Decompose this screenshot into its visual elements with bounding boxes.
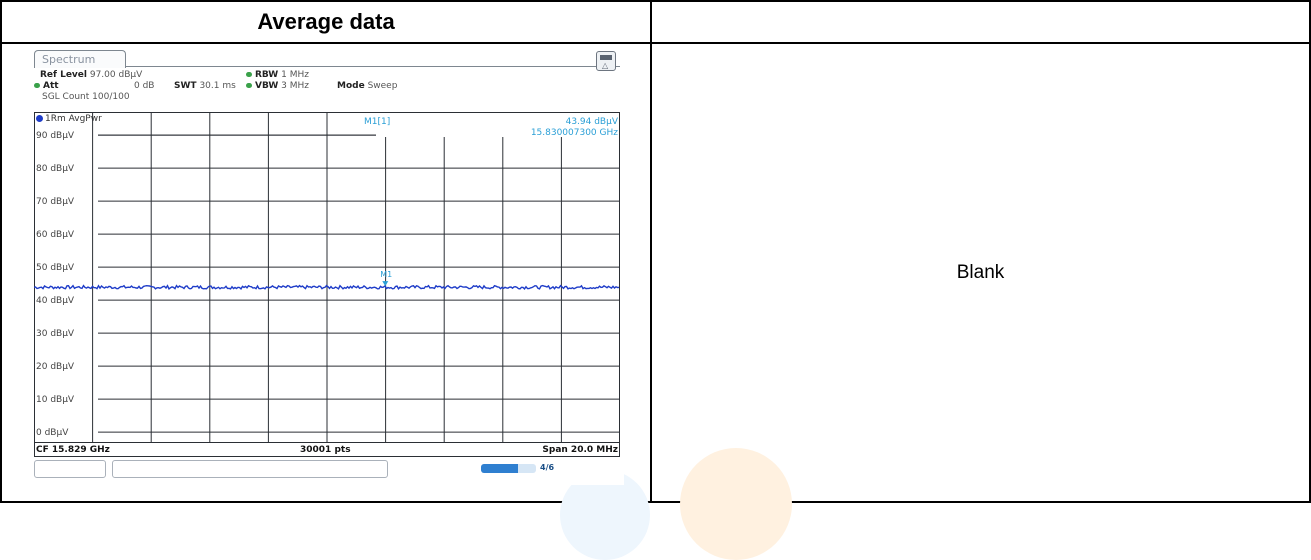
table-divider-vertical [650, 0, 652, 503]
table-border-top [0, 0, 1311, 2]
rbw-label: RBW [255, 70, 279, 80]
table-border-bottom [0, 501, 1311, 503]
sweep-progress-label: 4/6 [540, 463, 555, 472]
blank-cell-text: Blank [956, 261, 1005, 283]
vbw-info: VBW 3 MHz [246, 81, 309, 91]
marker-readout-bg [376, 113, 619, 137]
vbw-value: 3 MHz [281, 81, 309, 91]
table-border-left [0, 0, 2, 503]
header-average-data: Average data [257, 9, 395, 34]
vbw-label: VBW [255, 81, 279, 91]
sweep-progress-fill [481, 464, 518, 473]
y-tick-label: 70 dBµV [36, 197, 75, 207]
sweep-progress-bar [481, 464, 536, 473]
spectrum-analyzer-screenshot: Spectrum △ Ref Level 97.00 dBµV Att 0 dB… [34, 48, 624, 485]
att-status-icon [34, 83, 40, 88]
y-tick-label: 90 dBµV [36, 131, 75, 141]
ref-level-value: 97.00 dBµV [89, 70, 143, 80]
mode-label: Mode [337, 81, 365, 91]
att-value-info: 0 dB [134, 81, 154, 91]
sgl-count-text: SGL Count 100/100 [42, 92, 130, 102]
span-value: Span 20.0 MHz [542, 445, 618, 455]
trace-label: 1Rm AvgPwr [36, 114, 102, 124]
table-divider-horizontal [0, 42, 1311, 44]
status-box-2[interactable] [112, 460, 388, 478]
swt-value: 30.1 ms [199, 81, 236, 91]
vbw-status-icon [246, 83, 252, 88]
plot-footer: CF 15.829 GHz 30001 pts Span 20.0 MHz [34, 442, 620, 458]
ref-level-info: Ref Level 97.00 dBµV [40, 70, 142, 80]
att-label: Att [43, 81, 59, 91]
spectrum-plot: 90 dBµV 80 dBµV 70 dBµV 60 dBµV 50 dBµV 40 dB… [34, 112, 620, 442]
y-tick-label: 20 dBµV [36, 362, 75, 372]
mode-value: Sweep [367, 81, 398, 91]
swt-info: SWT 30.1 ms [174, 81, 236, 91]
tab-underline [126, 66, 620, 67]
y-tick-label: 80 dBµV [36, 164, 75, 174]
y-tick-label: 30 dBµV [36, 329, 75, 339]
marker-readout-frequency: 15.830007300 GHz [531, 128, 618, 138]
table-border-right [1309, 0, 1311, 503]
rbw-info: RBW 1 MHz [246, 70, 309, 80]
marker-m1-triangle [382, 281, 389, 287]
att-value: 0 dB [134, 81, 155, 91]
swt-label: SWT [174, 81, 197, 91]
status-bar: 4/6 [34, 460, 620, 482]
marker-readout-level: 43.94 dBµV [566, 117, 619, 127]
ref-level-label: Ref Level [40, 70, 87, 80]
trace-avgpwr [34, 284, 620, 291]
rbw-status-icon [246, 72, 252, 77]
tab-spectrum[interactable]: Spectrum [34, 50, 126, 68]
att-info: Att [34, 81, 59, 91]
warning-triangle-icon: △ [602, 61, 609, 70]
mode-info: Mode Sweep [337, 81, 397, 91]
marker-readout-name: M1[1] [364, 117, 390, 127]
sgl-count: SGL Count 100/100 [42, 92, 130, 102]
y-tick-label: 40 dBµV [36, 296, 75, 306]
results-table: Average data Blank [0, 0, 1311, 503]
trace-color-icon [36, 115, 43, 122]
display-strip-icon [600, 55, 612, 60]
trace-label-text: 1Rm AvgPwr [45, 114, 102, 124]
y-tick-label: 50 dBµV [36, 263, 75, 273]
y-tick-label: 10 dBµV [36, 395, 75, 405]
display-settings-icon[interactable]: △ [596, 51, 616, 71]
center-frequency: CF 15.829 GHz [36, 445, 110, 455]
y-tick-label: 0 dBµV [36, 428, 69, 438]
sweep-points: 30001 pts [300, 445, 351, 455]
y-tick-label: 60 dBµV [36, 230, 75, 240]
marker-m1-label: M1 [380, 270, 392, 279]
rbw-value: 1 MHz [281, 70, 309, 80]
watermark-orange [680, 448, 792, 560]
status-box-1[interactable] [34, 460, 106, 478]
